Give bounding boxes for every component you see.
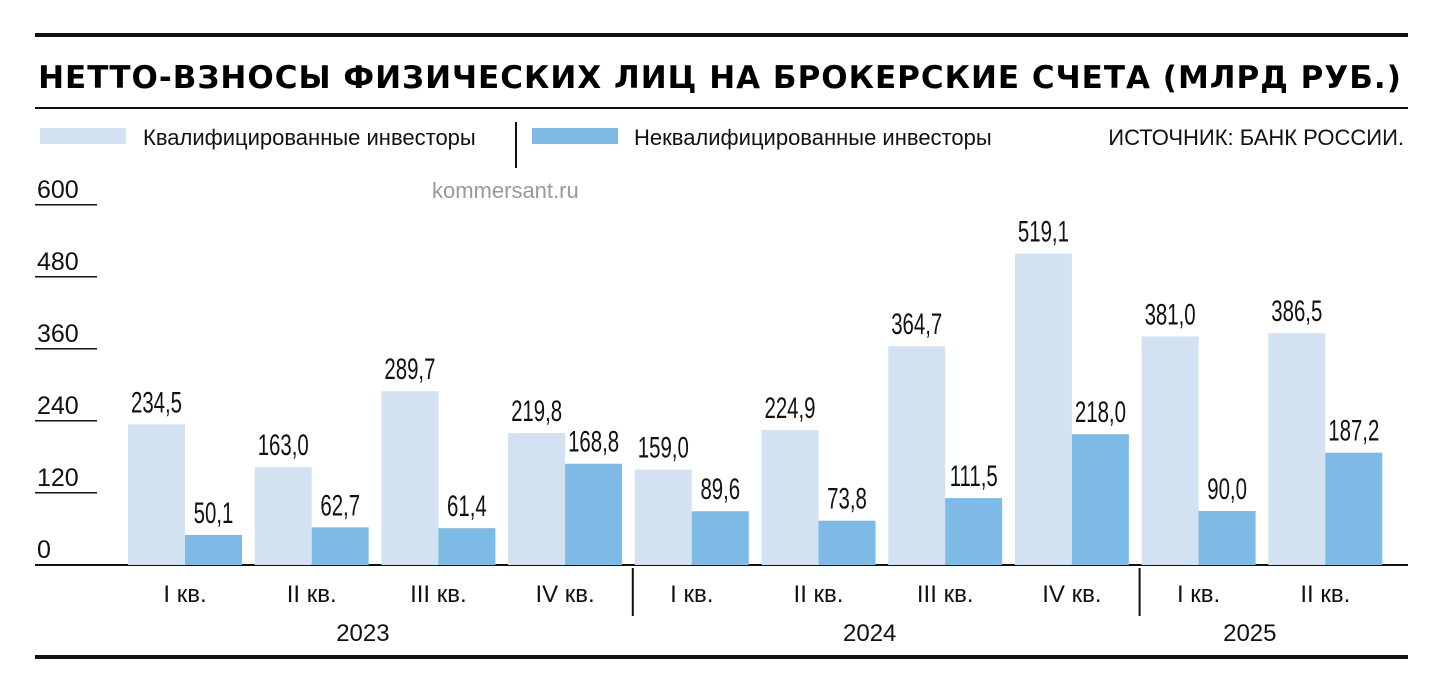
year-label: 2023 [336,620,389,647]
x-tick-label: III кв. [410,581,467,608]
bar-qualified [508,433,566,565]
x-tick-label: IV кв. [1042,581,1101,608]
bar-nonqualified [311,527,369,565]
data-label: 73,8 [827,483,867,516]
bar-qualified [1268,333,1326,565]
source-note: ИСТОЧНИК: БАНК РОССИИ. [1108,125,1404,150]
chart-title: НЕТТО-ВЗНОСЫ ФИЗИЧЕСКИХ ЛИЦ НА БРОКЕРСКИ… [38,60,1402,96]
y-tick-label: 0 [37,536,51,564]
data-label: 50,1 [194,497,234,530]
bar-nonqualified [945,498,1003,565]
bar-qualified [761,430,819,565]
data-label: 111,5 [950,460,998,493]
bar-qualified [1014,253,1072,566]
data-label: 386,5 [1271,295,1322,328]
bar-qualified [381,391,439,565]
y-tick-label: 240 [37,392,79,420]
y-tick-label: 120 [37,464,79,492]
y-tick-label: 360 [37,320,79,348]
data-label: 364,7 [891,308,942,341]
x-tick-label: II кв. [794,581,844,608]
data-label: 168,8 [568,426,619,459]
data-label: 89,6 [700,474,740,507]
top-rule [35,33,1408,37]
year-separator [1138,568,1141,616]
bar-nonqualified [185,534,242,565]
bar-nonqualified [818,520,876,565]
bar-qualified [1141,336,1199,565]
bar-nonqualified [438,528,496,565]
bar-nonqualified [1071,434,1129,565]
data-label: 224,9 [764,392,815,425]
data-label: 163,0 [258,429,309,462]
legend-swatch-nonqualified [532,128,618,144]
data-label: 218,0 [1075,396,1126,429]
data-label: 90,0 [1207,473,1247,506]
y-tick-label: 600 [37,176,79,204]
y-tick-line [35,276,97,278]
y-tick-line [35,492,97,494]
legend-label-nonqualified: Неквалифицированные инвесторы [634,125,992,150]
data-label: 62,7 [320,490,360,523]
year-separator [631,568,634,616]
x-tick-label: III кв. [917,581,974,608]
data-label: 61,4 [447,490,487,523]
x-tick-label: I кв. [670,581,713,608]
bar-nonqualified [565,463,623,565]
x-tick-label: II кв. [287,581,337,608]
y-tick-line [35,420,97,422]
x-tick-label: I кв. [163,581,206,608]
data-label: 219,8 [511,395,562,428]
bar-qualified [888,346,946,565]
year-label: 2024 [843,620,896,647]
data-label: 187,2 [1328,415,1379,448]
bar-nonqualified [1325,452,1383,565]
legend-swatch-qualified [40,128,126,144]
legend-label-qualified: Квалифицированные инвесторы [143,125,476,150]
data-label: 159,0 [638,432,689,465]
y-tick-line [35,348,97,350]
data-label: 289,7 [384,353,435,386]
bar-qualified [128,424,185,565]
data-label: 234,5 [131,387,182,420]
bottom-rule [35,655,1408,659]
bar-nonqualified [691,511,749,565]
year-label: 2025 [1223,620,1276,647]
watermark: kommersant.ru [432,178,579,203]
x-tick-label: I кв. [1177,581,1220,608]
x-tick-label: IV кв. [535,581,594,608]
y-tick-label: 480 [37,248,79,276]
bar-qualified [634,469,692,565]
y-tick-line [35,204,97,206]
title-rule [35,107,1408,109]
bar-nonqualified [1198,511,1256,565]
data-label: 519,1 [1018,216,1069,249]
data-label: 381,0 [1145,299,1196,332]
bar-qualified [254,467,312,565]
legend-divider [515,122,517,168]
x-tick-label: II кв. [1300,581,1350,608]
